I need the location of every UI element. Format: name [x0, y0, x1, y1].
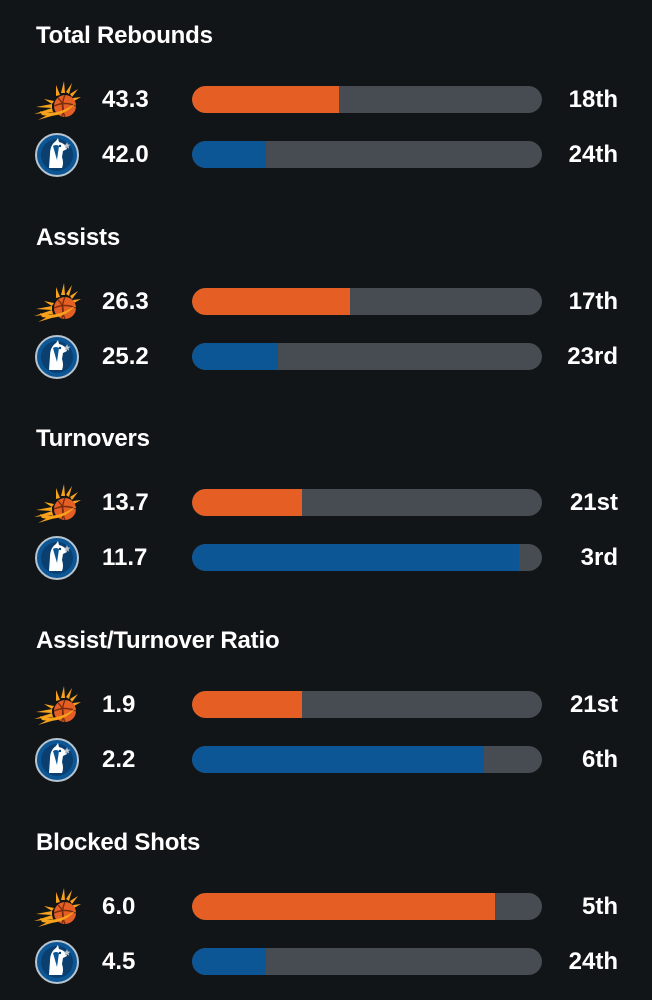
league-rank: 24th — [568, 141, 618, 168]
league-rank: 5th — [582, 893, 618, 920]
league-rank: 23rd — [567, 343, 618, 370]
stat-row-mavericks: 42.0 24th — [0, 130, 652, 180]
mavericks-logo-icon — [32, 535, 82, 581]
stat-value: 13.7 — [102, 489, 149, 516]
stat-bar-track — [192, 141, 542, 168]
mavericks-logo-icon — [32, 737, 82, 783]
stat-blocked-shots: Blocked Shots 6.0 5th 4.5 24th — [0, 807, 652, 1000]
stat-bar-fill — [192, 288, 350, 315]
league-rank: 3rd — [580, 544, 618, 571]
stat-bar-fill — [192, 893, 495, 920]
stat-turnovers: Turnovers 13.7 21st 11.7 3rd — [0, 403, 652, 603]
suns-logo-icon — [32, 884, 82, 930]
mavericks-logo-icon — [32, 334, 82, 380]
suns-logo-icon — [32, 77, 82, 123]
league-rank: 21st — [569, 691, 618, 718]
stat-bar-track — [192, 691, 542, 718]
stat-value: 43.3 — [102, 86, 149, 113]
stat-row-mavericks: 11.7 3rd — [0, 533, 652, 583]
stat-bar-fill — [192, 948, 266, 975]
suns-logo-icon — [32, 480, 82, 526]
stat-bar-fill — [192, 746, 485, 773]
league-rank: 21st — [569, 489, 618, 516]
stat-bar-track — [192, 948, 542, 975]
stat-assist-turnover-ratio: Assist/Turnover Ratio 1.9 21st 2.2 6th — [0, 605, 652, 805]
stat-row-mavericks: 4.5 24th — [0, 937, 652, 987]
stat-bar-fill — [192, 691, 303, 718]
stat-row-suns: 6.0 5th — [0, 882, 652, 932]
stat-title: Blocked Shots — [36, 829, 201, 856]
stat-bar-track — [192, 343, 542, 370]
stat-bar-track — [192, 544, 542, 571]
stat-row-suns: 1.9 21st — [0, 680, 652, 730]
stat-row-suns: 13.7 21st — [0, 478, 652, 528]
stat-bar-track — [192, 86, 542, 113]
mavericks-logo-icon — [32, 132, 82, 178]
stat-bar-track — [192, 489, 542, 516]
stat-value: 25.2 — [102, 343, 149, 370]
stat-value: 6.0 — [102, 893, 136, 920]
stat-value: 42.0 — [102, 141, 149, 168]
league-rank: 18th — [568, 86, 618, 113]
stat-value: 1.9 — [102, 691, 136, 718]
stat-value: 11.7 — [102, 544, 148, 571]
suns-logo-icon — [32, 279, 82, 325]
league-rank: 24th — [568, 948, 618, 975]
stat-title: Assists — [36, 224, 120, 251]
stat-row-suns: 43.3 18th — [0, 75, 652, 125]
stat-title: Assist/Turnover Ratio — [36, 627, 280, 654]
stat-value: 2.2 — [102, 746, 136, 773]
stat-bar-fill — [192, 141, 266, 168]
stat-bar-fill — [192, 343, 278, 370]
stat-row-mavericks: 2.2 6th — [0, 735, 652, 785]
stat-value: 4.5 — [102, 948, 136, 975]
stat-row-mavericks: 25.2 23rd — [0, 332, 652, 382]
stat-bar-track — [192, 746, 542, 773]
stat-bar-track — [192, 288, 542, 315]
stat-bar-track — [192, 893, 542, 920]
stat-row-suns: 26.3 17th — [0, 277, 652, 327]
stat-bar-fill — [192, 489, 303, 516]
suns-logo-icon — [32, 682, 82, 728]
stat-title: Turnovers — [36, 425, 150, 452]
mavericks-logo-icon — [32, 939, 82, 985]
league-rank: 17th — [568, 288, 618, 315]
stat-bar-fill — [192, 86, 339, 113]
stat-value: 26.3 — [102, 288, 149, 315]
stat-title: Total Rebounds — [36, 22, 213, 49]
stat-assists: Assists 26.3 17th 25.2 23rd — [0, 202, 652, 402]
league-rank: 6th — [582, 746, 618, 773]
stat-total-rebounds: Total Rebounds 43.3 18th 42.0 24th — [0, 0, 652, 200]
stat-bar-fill — [192, 544, 520, 571]
